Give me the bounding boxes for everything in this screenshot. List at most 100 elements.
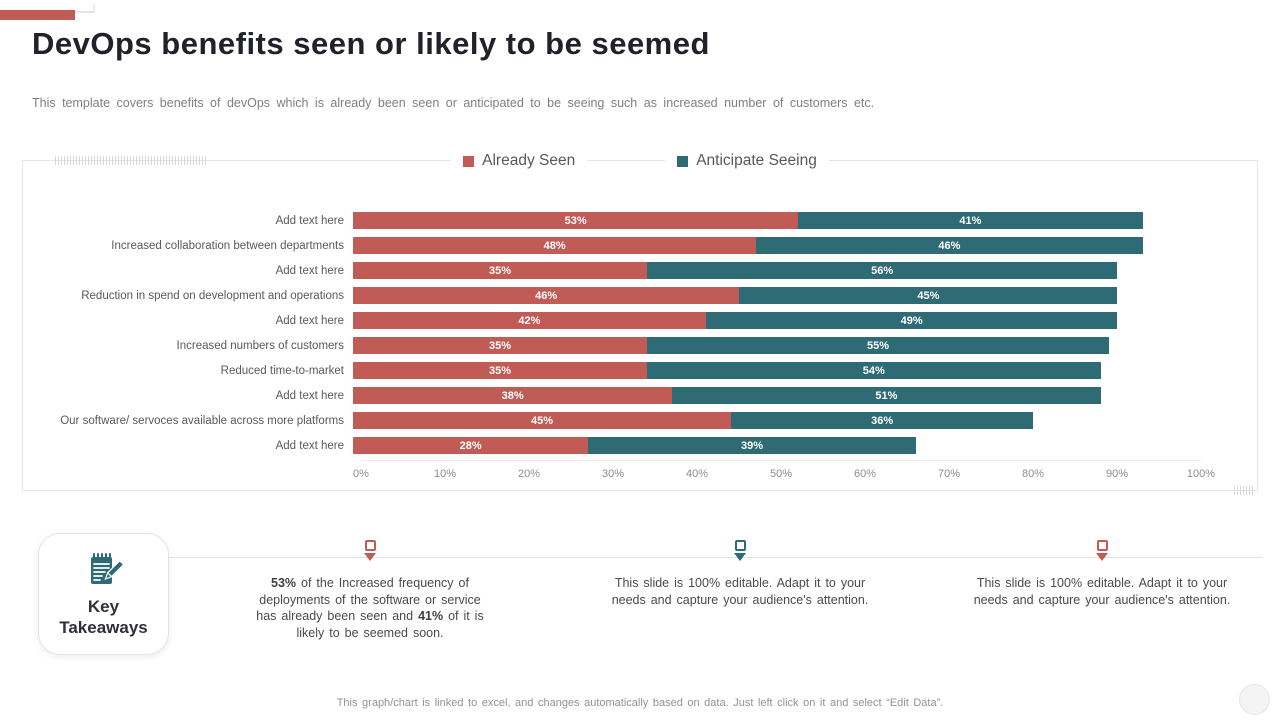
bar-track: 35% 55%: [353, 337, 1193, 354]
category-label: Add text here: [275, 214, 344, 227]
bar-value-label: 56%: [871, 264, 894, 277]
chart-row: Increased numbers of customers 35% 55%: [23, 333, 1257, 358]
bar-segment-already-seen: 35%: [353, 337, 647, 354]
x-axis-tick: 50%: [769, 468, 793, 480]
bar-value-label: 39%: [740, 439, 763, 452]
bar-segment-already-seen: 35%: [353, 262, 647, 279]
bar-segment-anticipate-seeing: 49%: [705, 312, 1118, 329]
key-takeaways-heading: Key Takeaways: [59, 596, 148, 637]
watermark-circle: [1239, 684, 1270, 715]
chart-object[interactable]: Already Seen Anticipate Seeing Add text …: [22, 147, 1258, 495]
chart-legend: Already Seen Anticipate Seeing: [23, 147, 1257, 175]
bar-value-label: 28%: [459, 439, 482, 452]
bar-value-label: 35%: [488, 264, 512, 277]
x-axis-tick: 60%: [853, 468, 877, 480]
category-label: Reduced time-to-market: [220, 364, 344, 377]
legend-item-already-seen: Already Seen: [451, 147, 588, 175]
bar-segment-anticipate-seeing: 55%: [647, 337, 1109, 354]
timeline-marker: [364, 540, 376, 561]
category-label: Add text here: [275, 314, 344, 327]
category-label: Increased numbers of customers: [176, 339, 344, 352]
bar-segment-anticipate-seeing: 46%: [756, 237, 1143, 254]
bar-value-label: 36%: [871, 414, 894, 427]
chart-row: Increased collaboration between departme…: [23, 233, 1257, 258]
category-label: Our software/ servoces available across …: [60, 414, 344, 427]
x-axis-tick: 90%: [1105, 468, 1129, 480]
category-label: Add text here: [275, 439, 344, 452]
comb-decoration-top: [55, 156, 207, 165]
footer-note: This graph/chart is linked to excel, and…: [336, 697, 944, 709]
bar-track: 35% 54%: [353, 362, 1193, 379]
bar-value-label: 53%: [564, 214, 587, 227]
x-axis-tick: 20%: [517, 468, 541, 480]
bar-segment-already-seen: 45%: [353, 412, 731, 429]
bar-value-label: 49%: [900, 314, 923, 327]
marker-square-icon: [1096, 540, 1108, 551]
takeaway-text-3: This slide is 100% editable. Adapt it to…: [973, 576, 1231, 607]
bar-segment-already-seen: 46%: [353, 287, 740, 304]
bar-track: 46% 45%: [353, 287, 1193, 304]
bar-segment-anticipate-seeing: 56%: [647, 262, 1118, 279]
chart-row: Reduction in spend on development and op…: [23, 283, 1257, 308]
marker-triangle-icon: [734, 553, 746, 561]
bar-value-label: 54%: [862, 364, 885, 377]
bar-track: 45% 36%: [353, 412, 1193, 429]
chart-row: Our software/ servoces available across …: [23, 408, 1257, 433]
chart-row: Add text here 38% 51%: [23, 383, 1257, 408]
accent-bar: [0, 10, 75, 20]
takeaway-text-1: 53% of the Increased frequency of deploy…: [256, 576, 484, 640]
bar-value-label: 35%: [488, 339, 512, 352]
category-label: Add text here: [275, 389, 344, 402]
bar-track: 42% 49%: [353, 312, 1193, 329]
bar-segment-anticipate-seeing: 45%: [739, 287, 1118, 304]
bar-segment-already-seen: 42%: [353, 312, 706, 329]
x-axis-tick: 10%: [433, 468, 457, 480]
x-axis-tick: 30%: [601, 468, 625, 480]
legend-swatch-anticipate-seeing: [677, 155, 689, 167]
page-title: DevOps benefits seen or likely to be see…: [32, 26, 710, 61]
bar-segment-already-seen: 35%: [353, 362, 647, 379]
chart-rows: Add text here 53% 41% Increased collaborati…: [23, 208, 1257, 458]
bar-value-label: 45%: [917, 289, 940, 302]
legend-label: Already Seen: [482, 152, 576, 169]
comb-decoration-bottom: [1234, 486, 1254, 495]
bar-segment-anticipate-seeing: 51%: [672, 387, 1101, 404]
legend-item-anticipate-seeing: Anticipate Seeing: [665, 147, 829, 175]
bar-segment-anticipate-seeing: 41%: [798, 212, 1143, 229]
x-axis-tick: 100%: [1186, 468, 1216, 480]
x-axis-tick: 70%: [937, 468, 961, 480]
category-label: Add text here: [275, 264, 344, 277]
bar-value-label: 55%: [866, 339, 890, 352]
category-label: Increased collaboration between departme…: [111, 239, 344, 252]
takeaway-text-2: This slide is 100% editable. Adapt it to…: [611, 576, 869, 607]
bar-value-label: 51%: [875, 389, 898, 402]
takeaways-timeline: [169, 557, 1262, 558]
notepad-pencil-icon: [90, 552, 124, 584]
bar-track: 38% 51%: [353, 387, 1193, 404]
bar-segment-already-seen: 53%: [353, 212, 799, 229]
bar-track: 35% 56%: [353, 262, 1193, 279]
bar-value-label: 48%: [543, 239, 566, 252]
accent-line: [75, 11, 95, 13]
bar-value-label: 45%: [530, 414, 554, 427]
bar-value-label: 38%: [501, 389, 524, 402]
marker-triangle-icon: [364, 553, 376, 561]
bar-track: 48% 46%: [353, 237, 1193, 254]
bar-value-label: 41%: [959, 214, 982, 227]
marker-square-icon: [734, 540, 746, 551]
timeline-marker: [1096, 540, 1108, 561]
x-axis-tick: 40%: [685, 468, 709, 480]
x-axis: 0% 10% 20% 30% 40% 50% 60% 70% 80% 90% 100%: [353, 460, 1215, 486]
chart-row: Add text here 28% 39%: [23, 433, 1257, 458]
bar-value-label: 46%: [938, 239, 961, 252]
bar-value-label: 42%: [518, 314, 541, 327]
bar-value-label: 35%: [488, 364, 512, 377]
bar-segment-anticipate-seeing: 54%: [647, 362, 1101, 379]
bar-segment-anticipate-seeing: 39%: [588, 437, 916, 454]
chart-row: Add text here 35% 56%: [23, 258, 1257, 283]
legend-label: Anticipate Seeing: [696, 152, 817, 169]
bar-segment-already-seen: 28%: [353, 437, 589, 454]
marker-triangle-icon: [1096, 553, 1108, 561]
x-axis-tick: 0%: [353, 468, 369, 480]
bar-segment-already-seen: 48%: [353, 237, 757, 254]
